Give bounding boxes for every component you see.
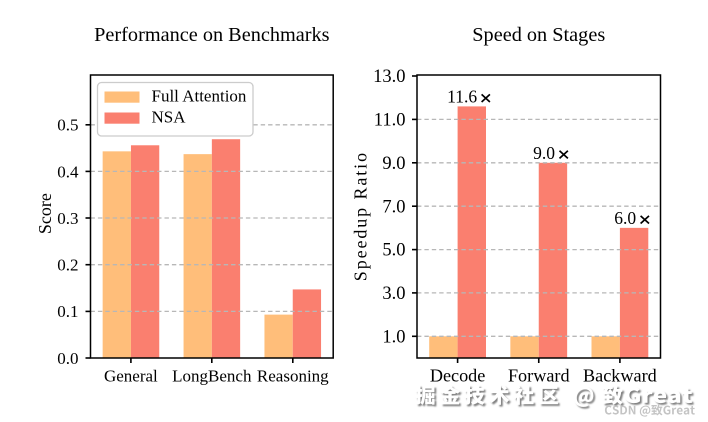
svg-text:0.0: 0.0	[57, 349, 78, 368]
svg-text:1.0: 1.0	[382, 327, 405, 347]
svg-text:Score: Score	[35, 193, 55, 234]
svg-text:0.2: 0.2	[57, 256, 78, 275]
svg-text:Backward: Backward	[583, 366, 657, 386]
svg-text:9.0: 9.0	[533, 143, 555, 163]
svg-text:11.0: 11.0	[374, 111, 406, 131]
svg-text:11.6: 11.6	[447, 87, 477, 107]
svg-text:NSA: NSA	[152, 108, 187, 127]
svg-text:General: General	[104, 367, 158, 386]
svg-text:0.1: 0.1	[57, 302, 78, 321]
svg-text:9.0: 9.0	[382, 154, 405, 174]
svg-text:3.0: 3.0	[382, 284, 405, 304]
svg-text:Decode: Decode	[430, 366, 486, 386]
svg-text:6.0: 6.0	[614, 208, 636, 228]
svg-text:Forward: Forward	[508, 366, 570, 386]
svg-text:0.3: 0.3	[57, 209, 78, 228]
svg-text:5.0: 5.0	[382, 241, 405, 261]
svg-text:7.0: 7.0	[382, 197, 405, 217]
svg-text:Performance on Benchmarks: Performance on Benchmarks	[94, 24, 330, 46]
svg-text:13.0: 13.0	[373, 67, 405, 87]
svg-text:Speedup Ratio: Speedup Ratio	[351, 151, 371, 281]
svg-text:Speed on Stages: Speed on Stages	[472, 24, 605, 46]
svg-text:0.5: 0.5	[57, 116, 78, 135]
svg-text:Full Attention: Full Attention	[152, 87, 247, 106]
svg-text:Reasoning: Reasoning	[257, 367, 329, 386]
svg-text:0.4: 0.4	[57, 162, 79, 181]
svg-text:LongBench: LongBench	[172, 367, 252, 386]
